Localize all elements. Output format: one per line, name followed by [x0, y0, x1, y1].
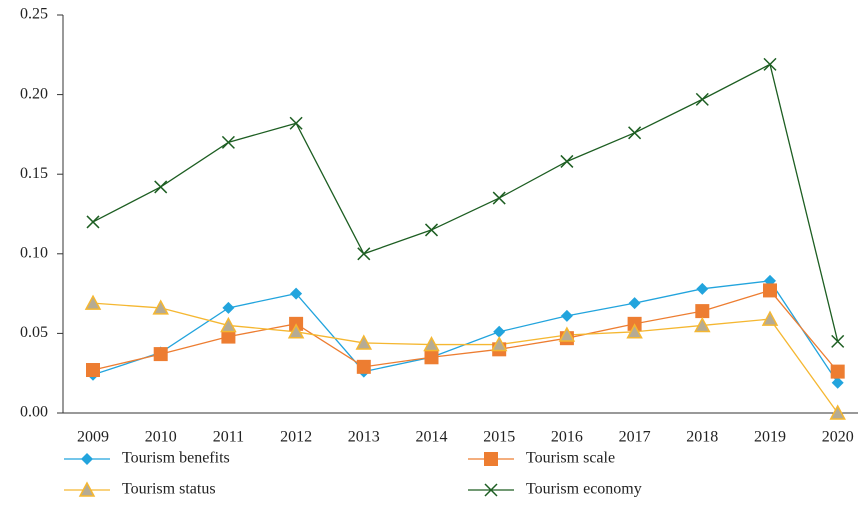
- legend-label: Tourism benefits: [122, 450, 230, 467]
- x-tick-label: 2010: [145, 429, 177, 446]
- data-point: [221, 135, 235, 149]
- y-tick-label: 0.10: [20, 244, 48, 261]
- x-tick-label: 2015: [483, 429, 515, 446]
- data-point: [560, 309, 573, 322]
- series-line: [92, 302, 839, 414]
- data-point: [424, 350, 439, 365]
- x-tick-label: 2014: [416, 429, 448, 446]
- data-point: [763, 283, 777, 298]
- series-line: [92, 280, 839, 384]
- data-point: [831, 334, 845, 348]
- data-point: [86, 363, 100, 378]
- x-tick-label: 2009: [77, 429, 109, 446]
- data-point: [763, 57, 777, 71]
- data-point: [490, 335, 508, 352]
- x-tick-label: 2016: [551, 429, 583, 446]
- series-line: [92, 289, 839, 373]
- y-tick-label: 0.25: [20, 6, 48, 23]
- data-point: [355, 334, 373, 350]
- data-point: [761, 310, 779, 326]
- data-point: [221, 329, 236, 344]
- data-point: [628, 297, 641, 310]
- y-tick-label: 0.05: [20, 324, 48, 341]
- legend-label: Tourism status: [122, 481, 216, 498]
- data-point: [287, 323, 305, 339]
- data-point: [829, 404, 846, 420]
- y-tick-label: 0.00: [20, 404, 48, 421]
- data-point: [423, 335, 440, 352]
- data-point: [628, 126, 642, 140]
- x-tick-label: 2011: [213, 429, 244, 446]
- data-point: [356, 359, 371, 374]
- data-point: [154, 180, 168, 194]
- data-point: [86, 215, 100, 229]
- data-point: [560, 154, 574, 168]
- data-point: [695, 304, 710, 319]
- data-point: [696, 282, 709, 295]
- data-point: [424, 223, 439, 237]
- x-tick-label: 2018: [686, 429, 718, 446]
- legend-label: Tourism scale: [526, 450, 615, 467]
- data-point: [153, 347, 168, 362]
- legend-label: Tourism economy: [526, 481, 642, 498]
- x-tick-label: 2013: [348, 429, 380, 446]
- legend-marker: [484, 483, 498, 497]
- data-point: [558, 326, 576, 342]
- legend-marker: [78, 481, 96, 497]
- data-point: [290, 287, 303, 300]
- data-point: [694, 316, 711, 333]
- data-point: [695, 92, 709, 106]
- y-tick-label: 0.15: [20, 165, 48, 182]
- data-point: [220, 316, 237, 333]
- data-point: [831, 376, 844, 389]
- x-tick-label: 2020: [822, 429, 854, 446]
- x-tick-label: 2019: [754, 429, 786, 446]
- x-tick-label: 2012: [280, 429, 312, 446]
- data-point: [152, 299, 169, 315]
- data-point: [492, 191, 506, 205]
- data-point: [84, 294, 102, 310]
- data-point: [357, 247, 371, 261]
- data-point: [830, 364, 845, 379]
- legend-marker: [484, 452, 498, 466]
- data-point: [222, 301, 235, 314]
- data-point: [493, 325, 506, 338]
- series-line: [92, 63, 839, 342]
- x-tick-label: 2017: [619, 429, 651, 446]
- data-point: [289, 116, 303, 130]
- legend-marker: [81, 453, 93, 465]
- data-point: [626, 323, 643, 339]
- y-tick-label: 0.20: [20, 85, 48, 102]
